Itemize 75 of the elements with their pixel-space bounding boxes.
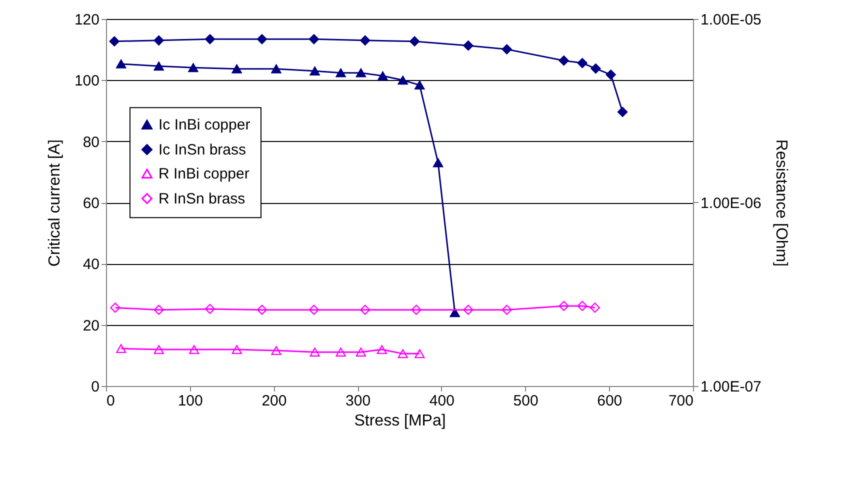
point bbox=[356, 348, 366, 357]
x-axis-title: Stress [MPa] bbox=[354, 412, 446, 430]
point bbox=[116, 59, 126, 68]
y-tick-label: 0 bbox=[91, 378, 100, 396]
point bbox=[360, 35, 370, 46]
point bbox=[232, 64, 242, 74]
point bbox=[110, 302, 120, 313]
x-tick-label: 300 bbox=[346, 392, 371, 410]
point bbox=[271, 64, 282, 74]
point bbox=[410, 36, 420, 46]
point bbox=[398, 349, 408, 358]
point bbox=[308, 304, 320, 315]
point bbox=[204, 34, 216, 44]
y-tick-label: 20 bbox=[82, 317, 100, 334]
point bbox=[256, 34, 268, 44]
legend-label: R InBi copper bbox=[158, 166, 250, 183]
point bbox=[502, 304, 512, 315]
point bbox=[336, 68, 346, 78]
point bbox=[204, 304, 216, 314]
point bbox=[336, 348, 346, 357]
y2-tick-label: 1.00E-06 bbox=[700, 195, 762, 212]
point bbox=[232, 345, 242, 354]
point bbox=[154, 304, 164, 315]
point bbox=[188, 63, 198, 72]
point bbox=[360, 304, 370, 315]
point bbox=[411, 304, 422, 315]
point bbox=[590, 302, 600, 313]
point bbox=[617, 106, 628, 118]
x-tick-label: 100 bbox=[178, 392, 203, 410]
point bbox=[414, 80, 425, 90]
point bbox=[154, 35, 164, 46]
point bbox=[378, 71, 388, 80]
x-tick-label: 500 bbox=[513, 392, 538, 410]
point bbox=[558, 56, 569, 66]
point bbox=[463, 40, 474, 51]
point bbox=[308, 34, 320, 44]
point bbox=[433, 158, 444, 168]
y2-tick-label: 1.00E-07 bbox=[700, 378, 762, 396]
point bbox=[256, 304, 268, 315]
point bbox=[577, 58, 588, 68]
point bbox=[271, 346, 282, 356]
x-tick-label: 400 bbox=[429, 392, 454, 410]
point bbox=[310, 66, 320, 76]
point bbox=[463, 304, 474, 315]
point bbox=[590, 63, 601, 74]
x-tick-label: 200 bbox=[262, 392, 287, 410]
x-tick-label: 600 bbox=[597, 392, 622, 410]
point bbox=[154, 62, 164, 71]
y2-tick-label: 1.00E-05 bbox=[700, 12, 762, 28]
x-tick-label: 700 bbox=[668, 392, 694, 410]
point bbox=[116, 344, 126, 354]
y-tick-label: 80 bbox=[82, 134, 100, 151]
point bbox=[606, 70, 616, 80]
point bbox=[577, 300, 588, 312]
y-axis-title: Critical current [A] bbox=[46, 139, 64, 267]
y2-axis-title: Resistance [Ohm] bbox=[772, 139, 790, 267]
point bbox=[109, 36, 120, 46]
y-tick-label: 120 bbox=[74, 12, 100, 28]
y-tick-label: 60 bbox=[82, 195, 100, 212]
legend-label: Ic InSn brass bbox=[158, 142, 246, 159]
point bbox=[450, 308, 460, 318]
legend-label: R InSn brass bbox=[158, 190, 246, 208]
legend-label: Ic InBi copper bbox=[158, 116, 250, 134]
point bbox=[356, 68, 366, 78]
point bbox=[310, 348, 320, 357]
point bbox=[376, 345, 387, 354]
x-tick-label: 0 bbox=[106, 392, 115, 410]
point bbox=[398, 76, 408, 85]
y-tick-label: 40 bbox=[82, 256, 100, 274]
point bbox=[154, 345, 164, 354]
point bbox=[502, 44, 512, 54]
point bbox=[414, 349, 425, 358]
point bbox=[558, 300, 569, 312]
y-tick-label: 100 bbox=[74, 72, 100, 90]
point bbox=[188, 345, 200, 354]
